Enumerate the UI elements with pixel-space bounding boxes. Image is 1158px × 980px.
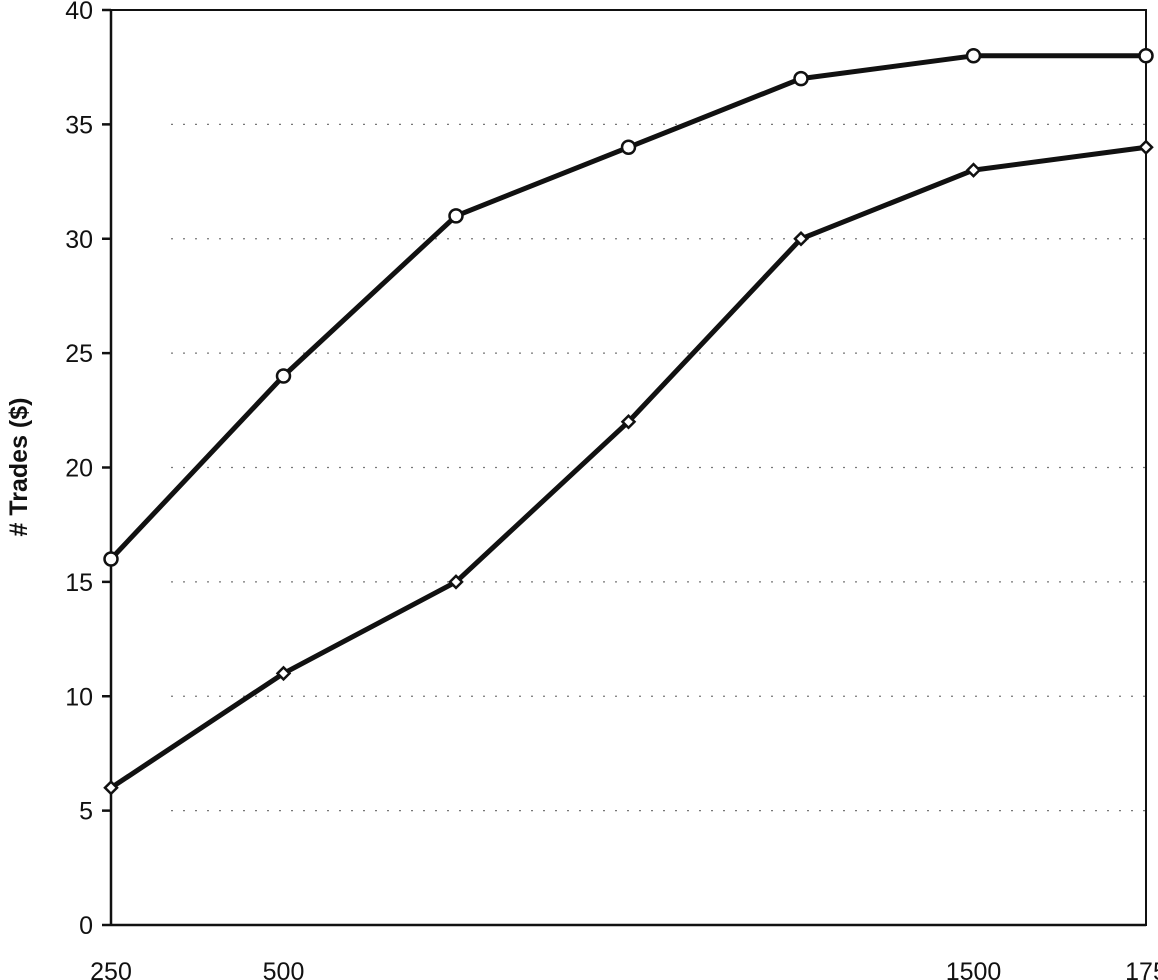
- y-tick-label: 5: [79, 798, 93, 826]
- series-1-point: [103, 551, 119, 567]
- y-axis-ticks: 0 5 10 15 20 25 30 35 40: [65, 0, 111, 940]
- series-1-point: [965, 48, 982, 64]
- x-tick-label: 250: [90, 958, 132, 980]
- series-2-point: [965, 162, 982, 178]
- series-2-point: [275, 665, 292, 682]
- y-tick-label: 20: [65, 455, 93, 483]
- series-2-point: [1138, 139, 1154, 156]
- series-1-point: [275, 368, 292, 384]
- y-tick-label: 0: [79, 912, 93, 940]
- series-2-point: [103, 779, 119, 796]
- x-tick-label: 1500: [946, 958, 1002, 980]
- series-group: [103, 48, 1154, 796]
- series-1-point: [793, 70, 809, 87]
- y-tick-label: 40: [65, 0, 93, 25]
- gridlines: [171, 123, 1146, 812]
- series-1-point: [1138, 48, 1154, 64]
- y-tick-label: 15: [65, 569, 93, 597]
- x-tick-label: 500: [263, 958, 305, 980]
- series-2-point: [793, 230, 809, 247]
- y-tick-label: 25: [65, 340, 93, 368]
- series-1-point: [620, 139, 637, 155]
- series-2-point: [448, 574, 464, 590]
- series-1-point: [448, 208, 464, 224]
- x-axis-ticks: 250 500 1500 175: [90, 958, 1158, 980]
- y-tick-label: 35: [65, 111, 93, 139]
- y-tick-label: 10: [65, 683, 93, 711]
- series-2-point: [620, 413, 637, 430]
- x-tick-label: 175: [1125, 958, 1158, 980]
- y-tick-label: 30: [65, 226, 93, 254]
- series-1-line: [108, 53, 1149, 562]
- y-axis-title: # Trades ($): [5, 398, 33, 537]
